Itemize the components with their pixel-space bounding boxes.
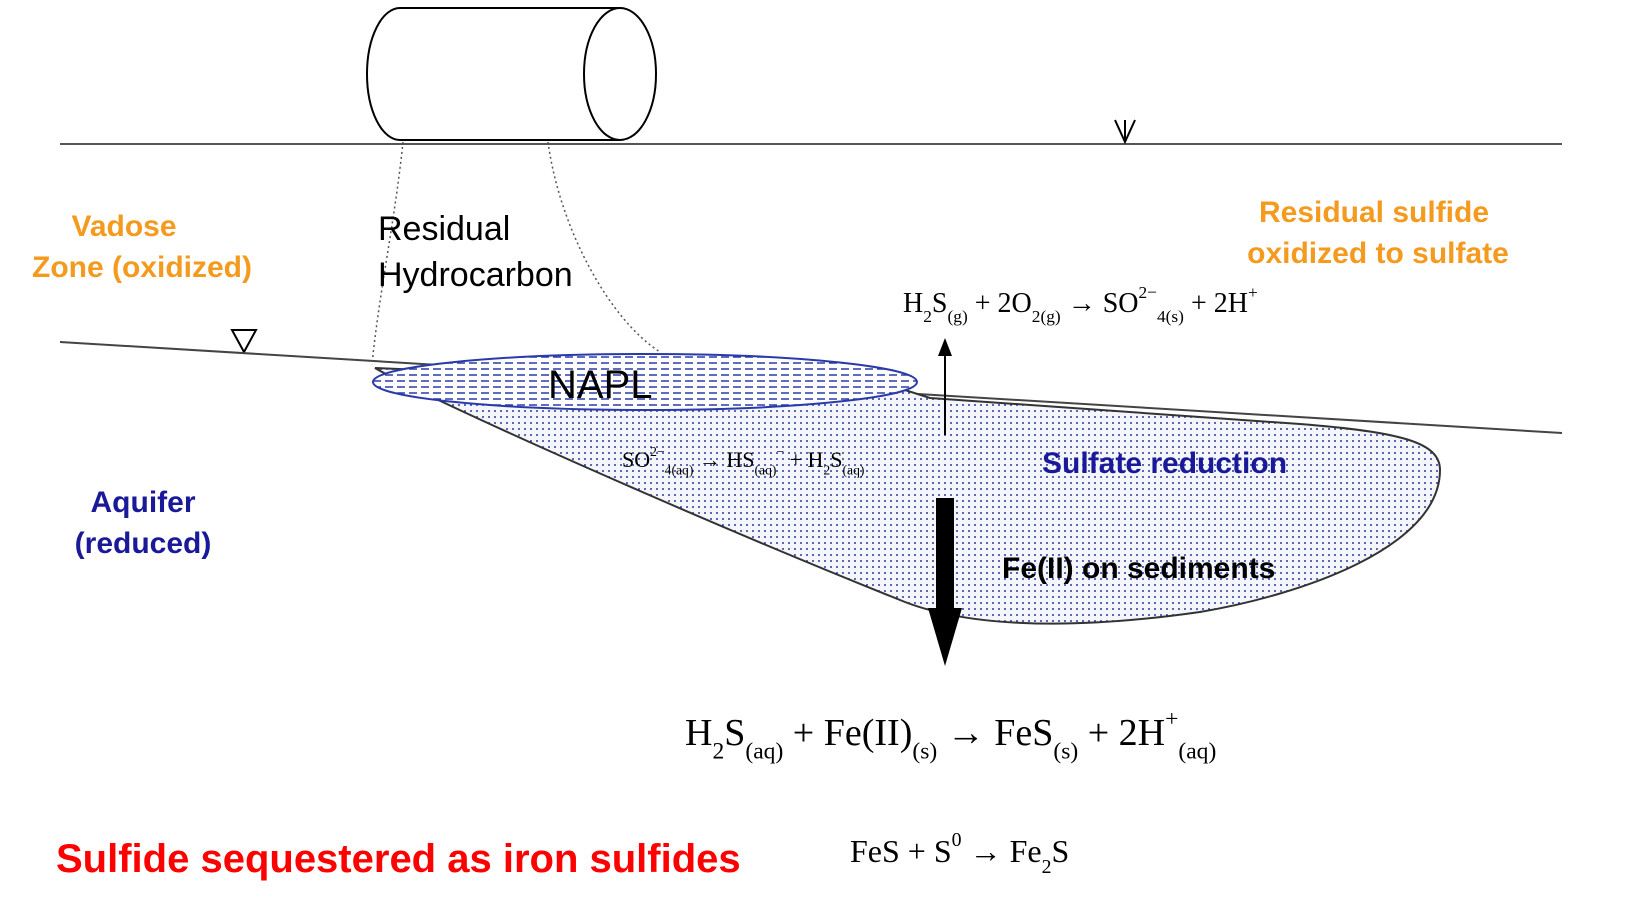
label: Sulfate reduction: [1042, 447, 1287, 480]
equation-text: + 2H: [1184, 288, 1248, 319]
equation-text: + Fe(II): [783, 712, 912, 754]
surface-symbol: [1114, 119, 1136, 145]
superscript: +: [1165, 706, 1178, 732]
equation: H2S(aq) + Fe(II)(s) → FeS(s) + 2H+(aq): [685, 706, 1216, 764]
label: Residual sulfide: [1259, 196, 1489, 229]
subscript: 4(aq): [665, 463, 694, 479]
superscript: 0: [952, 829, 962, 851]
tank: [366, 7, 657, 141]
subscript: (aq): [842, 463, 864, 479]
equation-text: + 2H: [1078, 712, 1165, 754]
subscript: 2: [712, 738, 724, 764]
label: Zone (oxidized): [32, 251, 252, 284]
equation-text: → SO: [1061, 288, 1139, 319]
equation-text: H: [903, 288, 923, 319]
label: Residual: [378, 210, 510, 248]
equation-text: + 2O: [968, 288, 1032, 319]
subscript: (aq): [745, 738, 783, 764]
label: NAPL: [548, 363, 653, 407]
equation-text: S: [932, 288, 948, 319]
subscript: 2: [923, 307, 932, 326]
residual-outline: [371, 141, 661, 366]
label: Hydrocarbon: [378, 256, 573, 294]
label: Vadose: [71, 210, 176, 243]
superscript: 2−: [1138, 283, 1156, 302]
subscript: (s): [1053, 738, 1078, 764]
subscript: (aq): [1178, 738, 1216, 764]
subscript: 2(g): [1032, 307, 1061, 326]
subscript: 2: [823, 463, 830, 478]
equation-text: S: [724, 712, 745, 754]
up-arrow: [938, 338, 952, 435]
equation-text: → Fe: [962, 833, 1042, 869]
water-table-symbol: [230, 329, 258, 355]
label: oxidized to sulfate: [1247, 237, 1509, 270]
napl-lens: [372, 353, 918, 411]
equation: SO2−4(aq) → HS(aq)− + H2S(aq): [622, 444, 864, 479]
subscript: (g): [948, 307, 968, 326]
label: Fe(II) on sediments: [1002, 552, 1275, 585]
superscript: 2−: [650, 444, 665, 459]
equation-text: S: [1051, 833, 1069, 869]
equation-text: + H: [784, 447, 823, 472]
equation-text: SO: [622, 447, 650, 472]
subscript: 4(s): [1157, 307, 1184, 326]
equation-text: S: [830, 447, 842, 472]
superscript: −: [776, 444, 784, 459]
down-arrow: [928, 498, 962, 666]
label: Aquifer: [91, 486, 196, 519]
subscript: 2: [1042, 856, 1052, 878]
equation: H2S(g) + 2O2(g) → SO2−4(s) + 2H+: [903, 283, 1258, 326]
subscript: (aq): [755, 463, 777, 479]
label: Sulfide sequestered as iron sulfides: [56, 837, 741, 881]
subscript: (s): [912, 738, 937, 764]
superscript: +: [1248, 283, 1258, 302]
equation: FeS + S0 → Fe2S: [850, 829, 1069, 878]
equation-text: → FeS: [937, 712, 1053, 754]
label: (reduced): [75, 527, 212, 560]
equation-text: FeS + S: [850, 833, 952, 869]
equation-text: H: [685, 712, 712, 754]
plume: [374, 367, 1442, 625]
equation-text: → HS: [693, 447, 754, 472]
